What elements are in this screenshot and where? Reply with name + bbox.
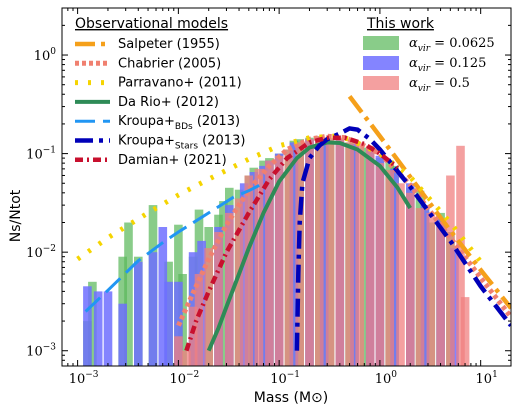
- histogram-bar: [460, 297, 470, 366]
- model-curve: [76, 133, 483, 264]
- histogram-bar: [83, 286, 92, 366]
- histogram-bar: [406, 192, 415, 366]
- histogram-bar: [219, 201, 228, 366]
- legend-entry-model: Damian+ (2021): [118, 153, 227, 168]
- tick-label: 10−2: [169, 370, 199, 387]
- histogram-bar: [305, 139, 314, 366]
- y-axis-label: Ns/Ntot: [8, 189, 24, 242]
- histogram-bar: [124, 222, 133, 366]
- histogram-bar: [225, 212, 234, 366]
- model-curve: [184, 135, 400, 352]
- model-curve: [84, 181, 265, 313]
- histogram-bar: [345, 142, 354, 366]
- histogram-bar: [385, 170, 394, 366]
- legend-entry-model: Salpeter (1955): [118, 37, 220, 52]
- histogram-bar: [284, 149, 294, 366]
- legend-swatch-patch: [363, 36, 399, 50]
- histogram-bar: [295, 142, 304, 366]
- histogram-bar: [239, 183, 249, 366]
- histogram-bar: [259, 165, 268, 366]
- axes: 10−3 10−2 10−1 100 101 10−3 10−2 10−1 100: [26, 7, 512, 387]
- histogram-bar: [335, 137, 345, 366]
- histogram-bar: [249, 172, 259, 366]
- histogram-bar: [148, 252, 158, 366]
- tick-label: 101: [476, 370, 498, 387]
- histogram-bar: [93, 291, 103, 366]
- histogram-bar: [194, 274, 204, 366]
- tick-label: 10−2: [26, 244, 56, 261]
- legend-entry-model: Parravano+ (2011): [118, 76, 242, 91]
- model-curve: [206, 140, 412, 352]
- legend-swatch-patch: [363, 56, 399, 70]
- histogram-bar: [360, 147, 369, 366]
- legend-title-models: Observational models: [75, 16, 228, 32]
- legend-entry-model: Da Rio+ (2012): [118, 95, 219, 110]
- histogram-bar: [274, 155, 284, 366]
- legend-entry-histogram: αvir = 0.125: [409, 56, 486, 74]
- tick-label: 100: [375, 370, 398, 387]
- model-curve: [176, 133, 511, 327]
- histogram-bar: [174, 336, 183, 366]
- histogram-bar: [420, 205, 430, 366]
- histogram-bar: [265, 160, 274, 366]
- legend-title-this-work: This work: [366, 16, 435, 32]
- histogram-bar: [375, 163, 385, 366]
- histogram-bar: [103, 291, 113, 366]
- tick-label: 100: [34, 47, 57, 64]
- histogram-bar: [426, 212, 436, 366]
- model-curves: [76, 95, 511, 352]
- histogram-bar: [134, 261, 143, 366]
- histogram-bar: [214, 232, 223, 366]
- legend-entry-model: Chabrier (2005): [118, 56, 221, 71]
- histogram-bar: [436, 222, 445, 366]
- model-curve: [347, 95, 511, 310]
- histogram-bar: [446, 175, 455, 366]
- tick-label: 10−1: [270, 370, 300, 387]
- histogram-bar: [234, 198, 244, 366]
- histogram-bar: [188, 306, 198, 366]
- histogram-bar: [254, 168, 264, 366]
- histogram-bar: [355, 142, 364, 366]
- histogram-bar: [315, 136, 324, 366]
- histogram-series: [174, 136, 470, 366]
- histogram-bar: [396, 183, 405, 366]
- histogram-bar: [289, 142, 299, 366]
- legend-entry-model: Kroupa+BDs (2013): [118, 114, 240, 132]
- histogram-bar: [88, 281, 97, 366]
- histogram-bar: [244, 175, 254, 366]
- histogram-bar: [204, 248, 213, 366]
- legend-entry-histogram: αvir = 0.5: [409, 76, 470, 94]
- legend-entry-model: Kroupa+Stars (2013): [118, 134, 245, 152]
- model-curve: [294, 126, 511, 351]
- tick-label: 10−3: [26, 343, 56, 360]
- tick-label: 10−1: [26, 146, 56, 163]
- histogram-bar: [158, 227, 168, 366]
- legend-swatch-patch: [363, 76, 399, 90]
- histogram-bar: [319, 139, 329, 366]
- x-axis-label: Mass (M⊙): [254, 390, 328, 406]
- histogram-bar: [182, 350, 191, 366]
- legends: Observational models Salpeter (1955) Chabr…: [75, 16, 495, 168]
- plot-frame: [61, 7, 512, 367]
- histogram-bar: [325, 137, 335, 366]
- histogram-bar: [365, 145, 375, 366]
- tick-label: 10−3: [69, 370, 99, 387]
- histogram-bar: [415, 208, 425, 366]
- histogram-bar: [390, 168, 399, 366]
- legend-entry-histogram: αvir = 0.0625: [409, 36, 495, 54]
- histogram-bar: [118, 303, 127, 366]
- histogram-bar: [164, 281, 173, 366]
- histogram-bar: [350, 144, 359, 366]
